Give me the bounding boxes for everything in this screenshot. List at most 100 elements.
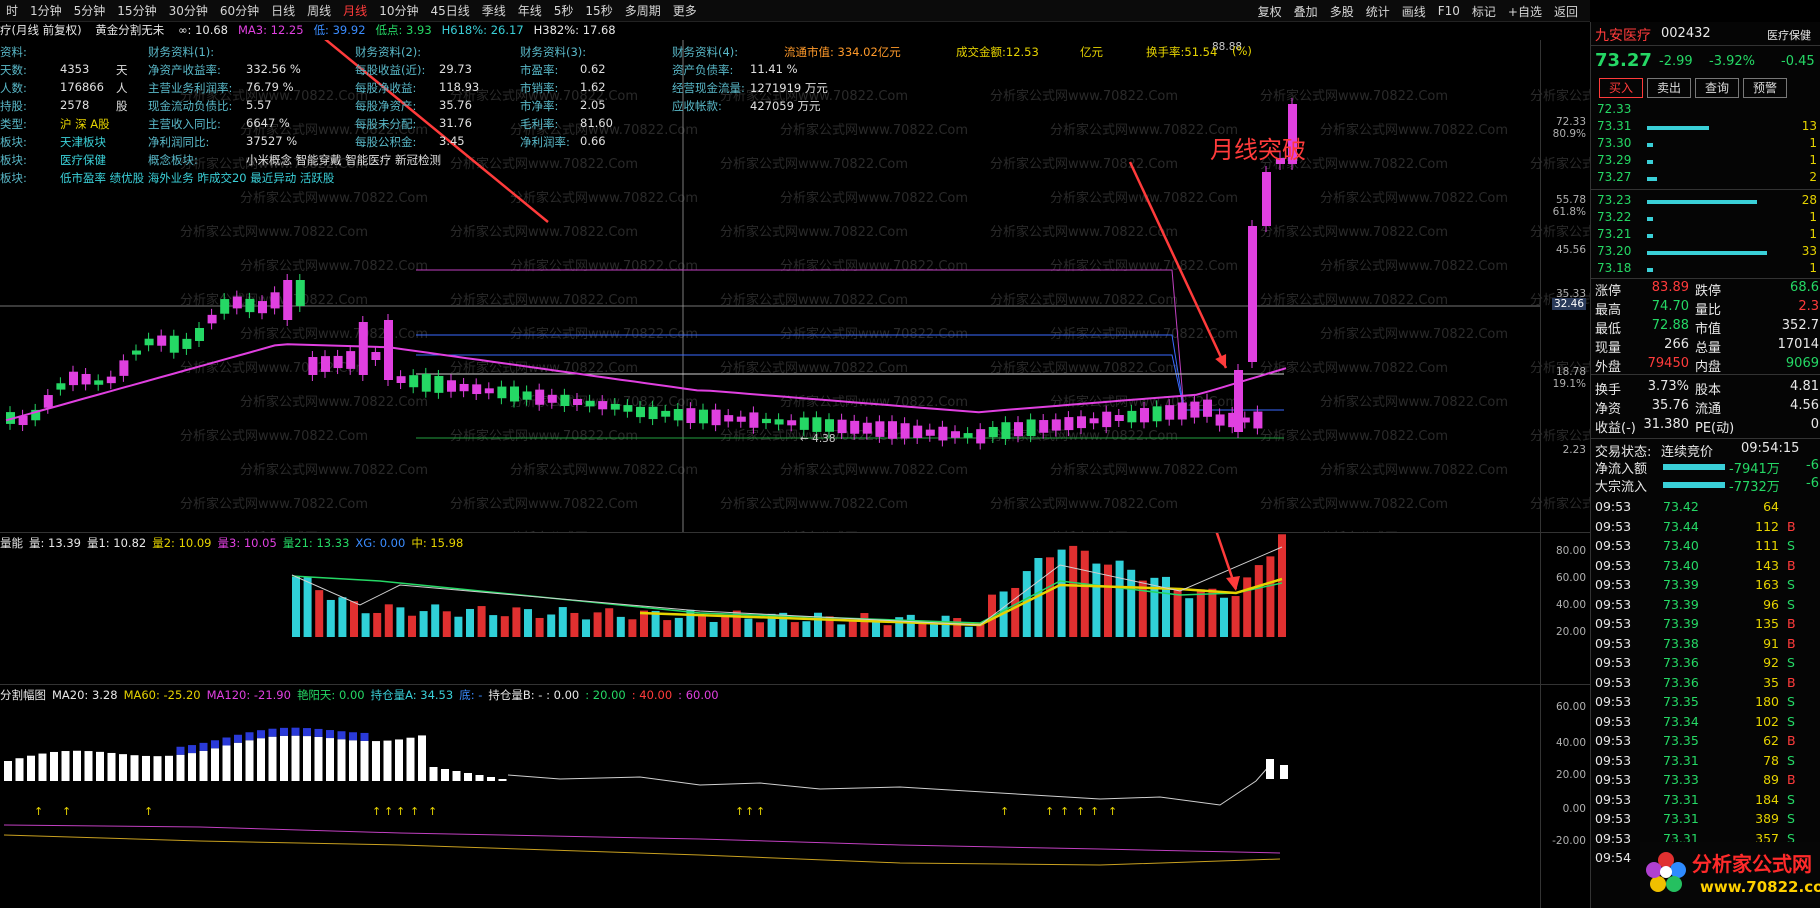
candle-body[interactable] [825,419,834,432]
candle-body[interactable] [270,292,280,309]
ask-row[interactable]: 72.33 [1591,102,1820,119]
alert-button[interactable]: 预警 [1743,78,1787,98]
candle-body[interactable] [1276,158,1285,164]
bid-row[interactable]: 73.20 33 [1591,244,1820,261]
candle-body[interactable] [447,380,456,392]
candle-body[interactable] [1215,414,1225,426]
candle-body[interactable] [232,296,242,309]
ask-row[interactable]: 73.31 13 [1591,119,1820,136]
candle-body[interactable] [1234,370,1243,432]
candle-body[interactable] [686,408,696,424]
candle-body[interactable] [862,422,872,434]
candle-body[interactable] [56,383,66,390]
candle-body[interactable] [963,433,973,438]
candle-body[interactable] [132,350,141,355]
indicator-name[interactable]: 黄金分割无未 [95,23,165,37]
candle-body[interactable] [1051,419,1061,431]
candle-body[interactable] [182,338,192,349]
period-tab[interactable]: 45日线 [430,4,470,18]
candle-body[interactable] [1039,420,1049,433]
candle-body[interactable] [81,373,91,385]
candle-body[interactable] [308,357,318,375]
candle-body[interactable] [421,373,431,392]
candle-body[interactable] [774,419,784,425]
candle-body[interactable] [535,389,545,405]
candle-body[interactable] [1026,419,1036,437]
candle-body[interactable] [346,351,356,369]
kline-pane[interactable]: 分析家公式网www.70822.Com 分析家公式网www.70822.Com 分析… [0,40,1590,532]
period-tab[interactable]: 日线 [271,4,296,18]
candle-body[interactable] [472,384,482,395]
candle-body[interactable] [1203,399,1212,417]
candle-body[interactable] [1152,406,1162,422]
query-button[interactable]: 查询 [1695,78,1739,98]
candle-body[interactable] [724,415,734,422]
candle-body[interactable] [1114,415,1124,421]
period-tab[interactable]: 更多 [672,4,697,18]
candle-body[interactable] [585,400,595,407]
candle-body[interactable] [510,386,519,402]
candle-body[interactable] [799,417,809,430]
bid-row[interactable]: 73.22 1 [1591,210,1820,227]
period-tab[interactable]: 60分钟 [219,4,260,18]
sell-button[interactable]: 卖出 [1647,78,1691,98]
candle-body[interactable] [396,376,406,384]
candle-body[interactable] [976,429,986,444]
candle-body[interactable] [888,421,897,439]
candle-body[interactable] [522,391,532,400]
candle-body[interactable] [358,322,368,375]
period-tab[interactable]: 1分钟 [30,4,62,18]
period-tab[interactable]: 5分钟 [73,4,106,18]
candle-body[interactable] [1014,422,1023,437]
candle-body[interactable] [106,376,116,384]
candle-body[interactable] [434,375,444,393]
candle-body[interactable] [371,352,381,360]
candle-body[interactable] [1064,417,1074,431]
bid-row[interactable]: 73.21 1 [1591,227,1820,244]
candle-body[interactable] [598,401,608,410]
candle-body[interactable] [6,412,15,424]
candle-body[interactable] [900,423,910,439]
kline-chart[interactable]: 分析家公式网www.70822.Com 分析家公式网www.70822.Com 分析… [0,40,1590,532]
toolbar-action[interactable]: 多股 [1329,4,1354,19]
ask-row[interactable]: 73.27 2 [1591,170,1820,187]
period-tab[interactable]: 多周期 [624,4,661,18]
period-tab[interactable]: 月线 [343,4,368,18]
toolbar-action[interactable]: F10 [1437,4,1460,18]
candle-body[interactable] [459,383,469,392]
toolbar-action[interactable]: 叠加 [1293,4,1318,19]
candle-body[interactable] [1288,104,1297,164]
period-tab[interactable]: 季线 [481,4,506,18]
toolbar-action[interactable]: 复权 [1257,4,1282,19]
candle-body[interactable] [951,431,960,438]
bid-row[interactable]: 73.18 1 [1591,261,1820,278]
candle-body[interactable] [1228,412,1238,428]
candle-body[interactable] [913,425,923,438]
candle-body[interactable] [157,335,167,346]
candle-body[interactable] [1248,226,1257,362]
candle-body[interactable] [484,388,494,394]
candle-body[interactable] [1089,418,1099,424]
period-tab[interactable]: 时 [6,4,19,18]
candle-body[interactable] [333,355,343,369]
stock-name[interactable]: 九安医疗 [1595,28,1651,44]
candle-body[interactable] [1253,411,1263,429]
candle-body[interactable] [875,421,885,437]
candle-body[interactable] [610,403,620,410]
candle-body[interactable] [711,409,721,426]
candle-body[interactable] [673,409,683,421]
candle-body[interactable] [258,301,267,314]
period-tab[interactable]: 年线 [517,4,542,18]
period-tab[interactable]: 10分钟 [379,4,419,18]
candle-body[interactable] [925,429,935,436]
candle-body[interactable] [1190,401,1200,418]
sector-tab[interactable]: 医疗保健 [1767,29,1811,42]
candle-body[interactable] [1140,408,1149,423]
candle-body[interactable] [43,395,53,408]
toolbar-action[interactable]: 标记 [1471,4,1496,19]
candle-body[interactable] [384,320,393,380]
candle-body[interactable] [1262,172,1271,226]
candle-body[interactable] [988,426,998,438]
candle-body[interactable] [623,405,633,412]
candle-body[interactable] [837,419,847,434]
